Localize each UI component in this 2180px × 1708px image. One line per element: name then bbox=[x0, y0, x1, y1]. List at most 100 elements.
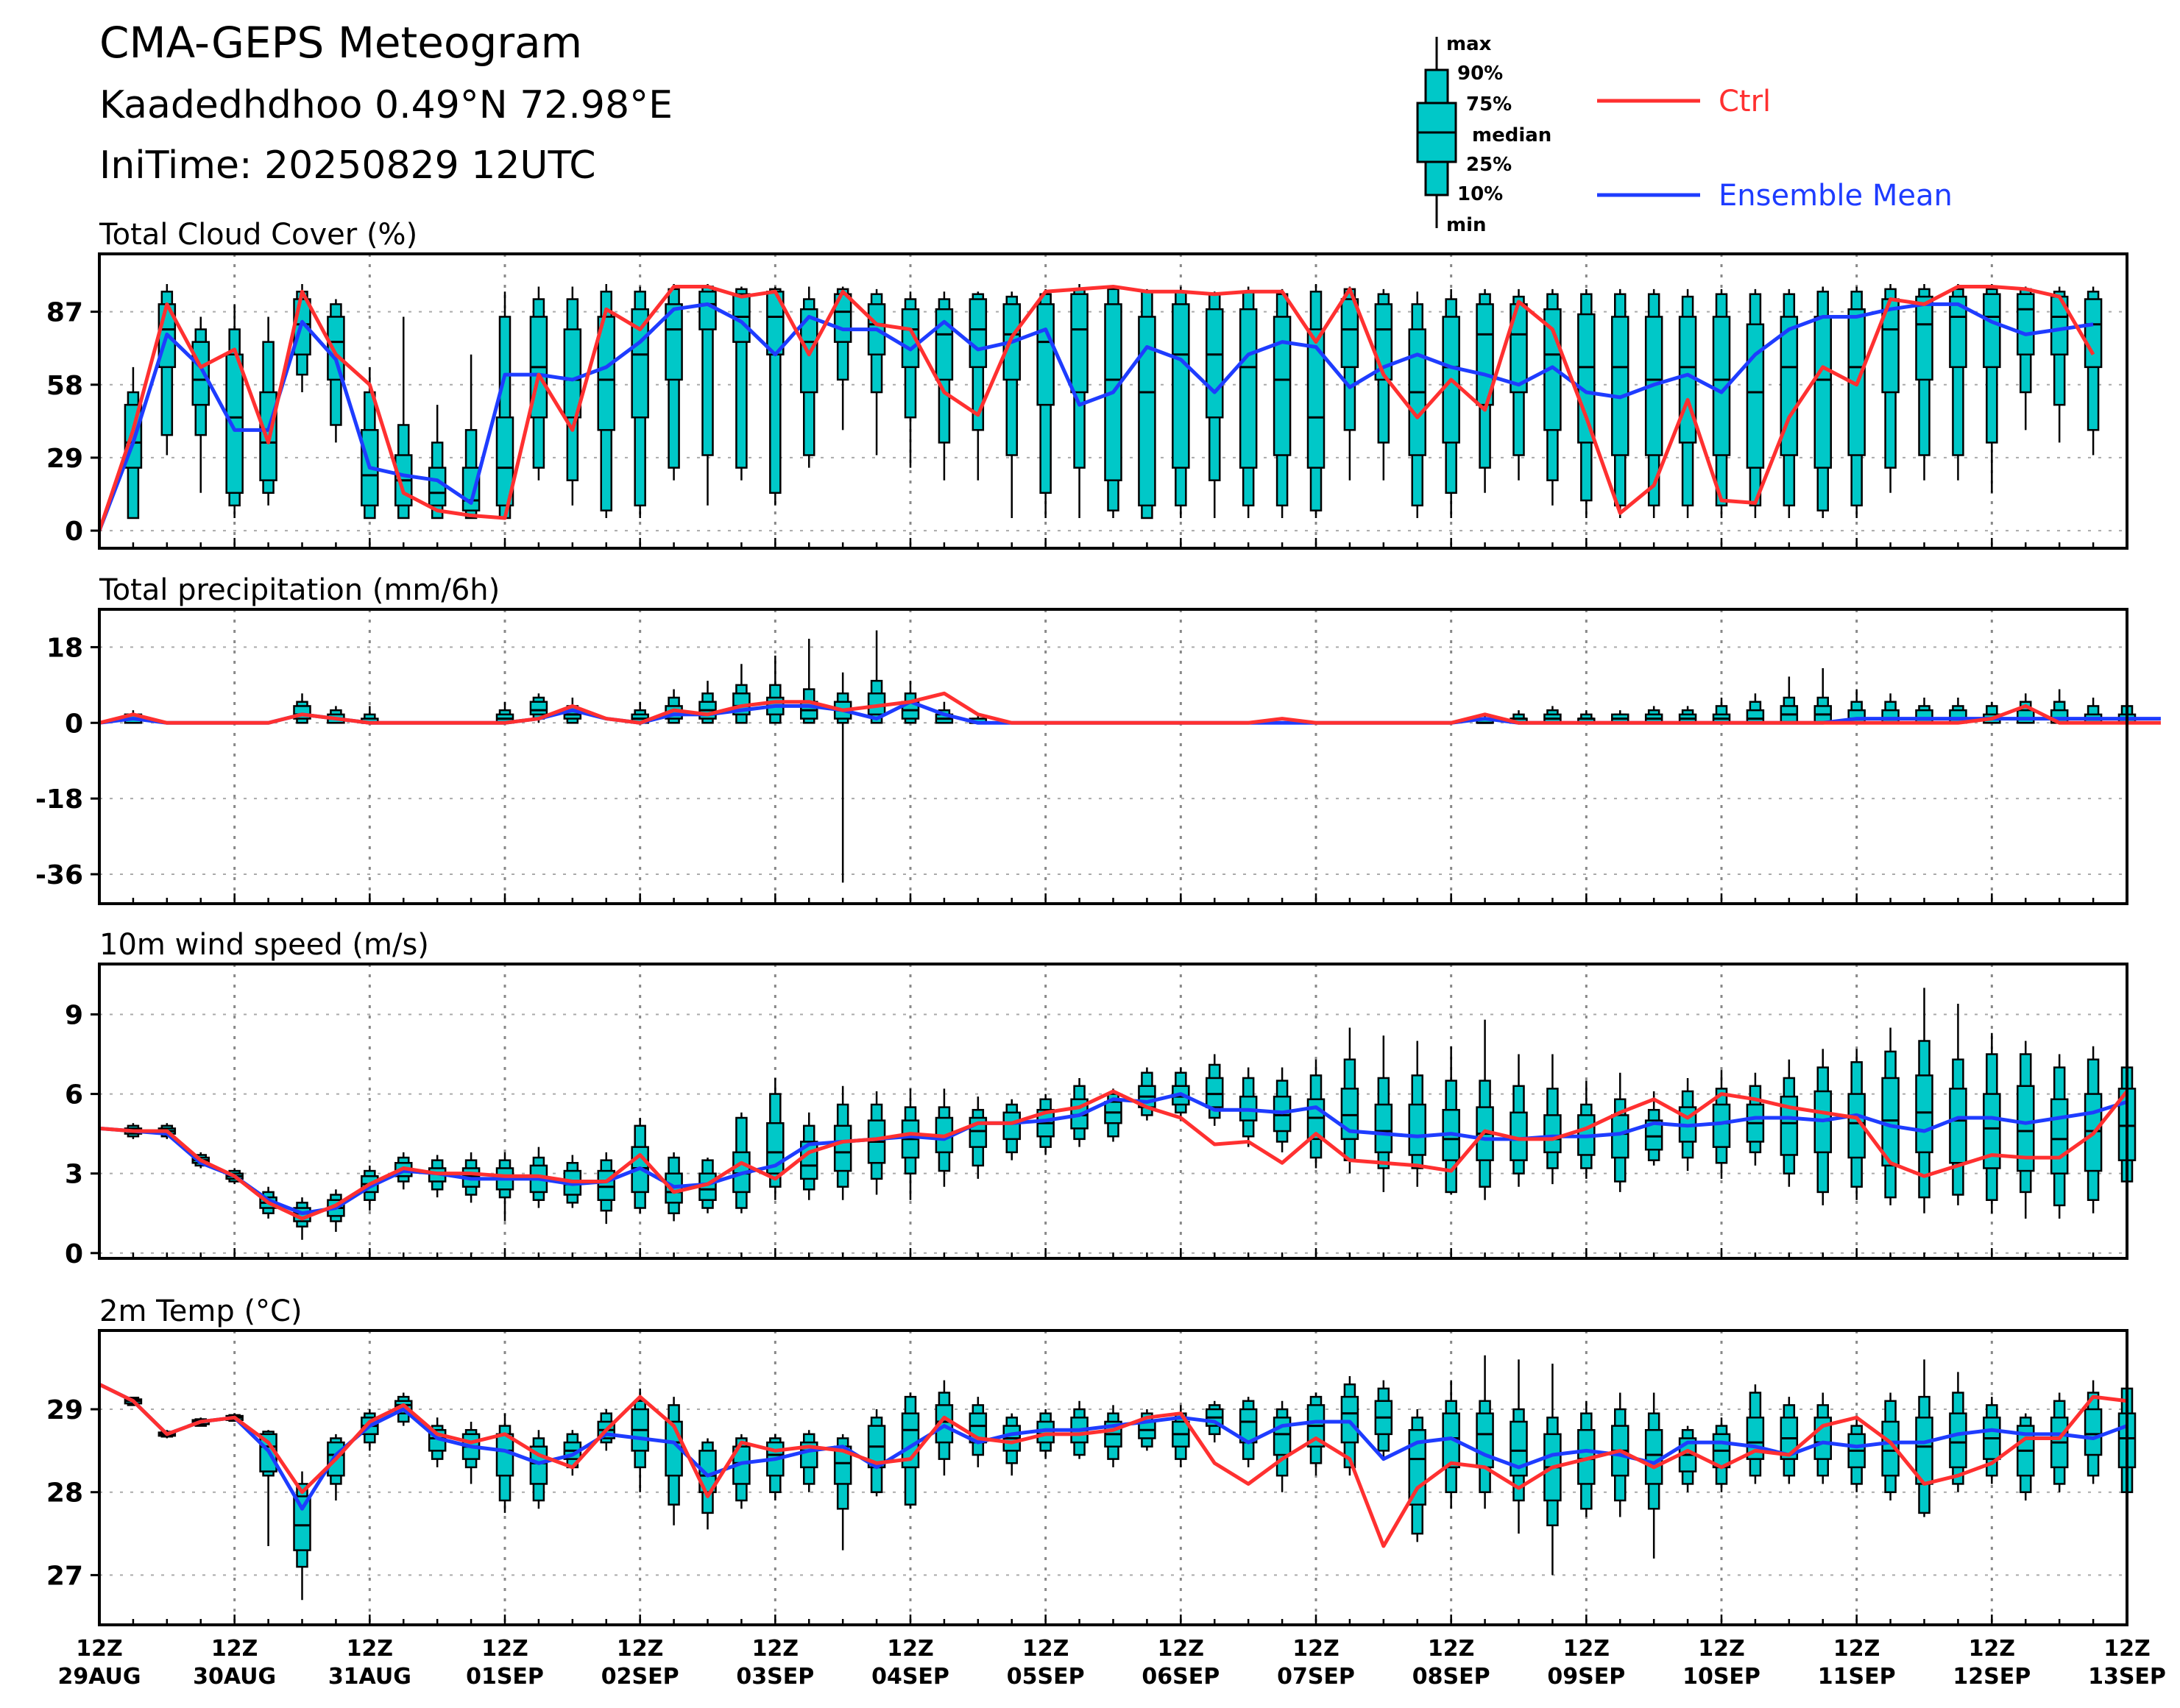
x-day-label: 11SEP bbox=[1818, 1664, 1896, 1690]
box-mark bbox=[766, 286, 785, 506]
panel-title: 10m wind speed (m/s) bbox=[99, 928, 429, 962]
box-mark bbox=[1070, 284, 1089, 518]
box-mark bbox=[1408, 1409, 1426, 1542]
box-p25-p75 bbox=[1239, 308, 1258, 469]
box-mark bbox=[766, 1434, 785, 1500]
box-mark bbox=[2050, 286, 2069, 443]
box-mark bbox=[1172, 1405, 1190, 1467]
x-day-label: 01SEP bbox=[466, 1664, 544, 1690]
box-mark bbox=[1273, 288, 1292, 518]
box-mark bbox=[1543, 288, 1562, 506]
box-p25-p75 bbox=[1374, 1103, 1393, 1154]
box-mark bbox=[1036, 288, 1055, 518]
box-mark bbox=[1442, 1380, 1460, 1509]
x-day-label: 08SEP bbox=[1412, 1664, 1490, 1690]
box-p25-p75 bbox=[698, 291, 717, 330]
y-tick-label: 18 bbox=[46, 633, 83, 663]
box-mark bbox=[495, 291, 514, 520]
box-mark bbox=[1678, 1425, 1697, 1492]
y-tick-label: 58 bbox=[46, 371, 83, 401]
box-p25-p75 bbox=[1577, 313, 1596, 444]
box-p25-p75 bbox=[1611, 1114, 1629, 1159]
box-mark bbox=[1780, 288, 1799, 518]
box-p25-p75 bbox=[1206, 308, 1224, 419]
line-legend: Ctrl Ensemble Mean bbox=[1597, 85, 1953, 213]
x-day-label: 13SEP bbox=[2088, 1664, 2166, 1690]
box-mark bbox=[1712, 1417, 1731, 1492]
box-p25-p75 bbox=[969, 298, 988, 369]
box-p25-p75 bbox=[2017, 1085, 2035, 1172]
box-mark bbox=[833, 286, 852, 430]
box-mark bbox=[833, 1085, 852, 1200]
box-mark bbox=[2084, 1380, 2103, 1484]
box-p25-p75 bbox=[495, 416, 514, 507]
panel-title: Total Cloud Cover (%) bbox=[99, 218, 417, 252]
x-hour-label: 12Z bbox=[1698, 1636, 1745, 1662]
box-mark bbox=[800, 1430, 818, 1492]
y-tick-label: 6 bbox=[65, 1080, 83, 1110]
y-tick-label: 0 bbox=[65, 517, 83, 547]
x-hour-label: 12Z bbox=[1563, 1636, 1610, 1662]
box-mark bbox=[1780, 1397, 1799, 1484]
x-day-label: 03SEP bbox=[736, 1664, 814, 1690]
box-mark bbox=[1847, 286, 1866, 518]
box-mark bbox=[225, 304, 244, 518]
box-p25-p75 bbox=[1949, 1412, 1967, 1469]
box-mark bbox=[1002, 1099, 1021, 1160]
x-hour-label: 12Z bbox=[752, 1636, 799, 1662]
box-mark bbox=[1340, 286, 1359, 481]
box-p25-p75 bbox=[901, 308, 920, 369]
box-mark bbox=[631, 1118, 649, 1213]
x-day-label: 09SEP bbox=[1547, 1664, 1625, 1690]
box-mark bbox=[1949, 1372, 1967, 1492]
box-mark bbox=[1408, 1041, 1426, 1187]
box-p25-p75 bbox=[1949, 295, 1967, 369]
box-p25-p75 bbox=[1915, 709, 1933, 724]
box-mark bbox=[1239, 1067, 1258, 1147]
box-mark bbox=[1206, 1400, 1224, 1443]
x-day-label: 12SEP bbox=[1953, 1664, 2031, 1690]
box-mark bbox=[1746, 693, 1765, 724]
box-mark bbox=[1476, 1019, 1494, 1200]
x-day-label: 07SEP bbox=[1277, 1664, 1355, 1690]
y-tick-label: 87 bbox=[46, 298, 83, 328]
box-mark bbox=[563, 286, 582, 506]
box-mark bbox=[1915, 284, 1933, 481]
legend-p10-label: 10% bbox=[1457, 183, 1503, 205]
box-p25-p75 bbox=[1780, 1095, 1799, 1156]
legend-p75-label: 75% bbox=[1466, 93, 1512, 116]
box-mark bbox=[2050, 1054, 2069, 1219]
y-tick-label: 9 bbox=[65, 1000, 83, 1030]
panel-3: 2m Temp (°C) 27 28 29 bbox=[46, 1294, 2137, 1626]
box-p25-p75 bbox=[1678, 316, 1697, 444]
box-mark bbox=[2084, 1046, 2103, 1213]
ensemble-mean-line bbox=[97, 302, 2094, 531]
box-mark bbox=[1678, 706, 1697, 724]
box-mark bbox=[2017, 1413, 2035, 1500]
box-mark bbox=[1138, 1067, 1156, 1121]
box-mark bbox=[1983, 284, 2001, 493]
box-p25-p75 bbox=[1408, 1103, 1426, 1156]
box-mark bbox=[1104, 1405, 1122, 1467]
box-p25-p75 bbox=[2084, 298, 2103, 369]
box-mark bbox=[2050, 1392, 2069, 1492]
box-mark bbox=[901, 291, 920, 468]
x-day-label: 31AUG bbox=[328, 1664, 411, 1690]
figure-title: CMA-GEPS Meteogram bbox=[99, 18, 582, 68]
x-hour-label: 12Z bbox=[481, 1636, 528, 1662]
box-mark bbox=[1813, 668, 1832, 724]
box-mark bbox=[665, 284, 683, 481]
box-p25-p75 bbox=[1273, 316, 1292, 456]
box-p25-p75 bbox=[1746, 709, 1765, 724]
y-tick-label: 0 bbox=[65, 709, 83, 739]
box-p25-p75 bbox=[665, 303, 683, 381]
box-p25-p75 bbox=[563, 328, 582, 419]
box-p25-p75 bbox=[327, 316, 345, 381]
box-mark bbox=[800, 286, 818, 468]
box-p25-p75 bbox=[2017, 709, 2035, 724]
box-mark bbox=[597, 284, 615, 518]
box-mark bbox=[1340, 1375, 1359, 1476]
box-mark bbox=[1780, 1059, 1799, 1187]
legend-mean-label: Ensemble Mean bbox=[1719, 179, 1953, 213]
